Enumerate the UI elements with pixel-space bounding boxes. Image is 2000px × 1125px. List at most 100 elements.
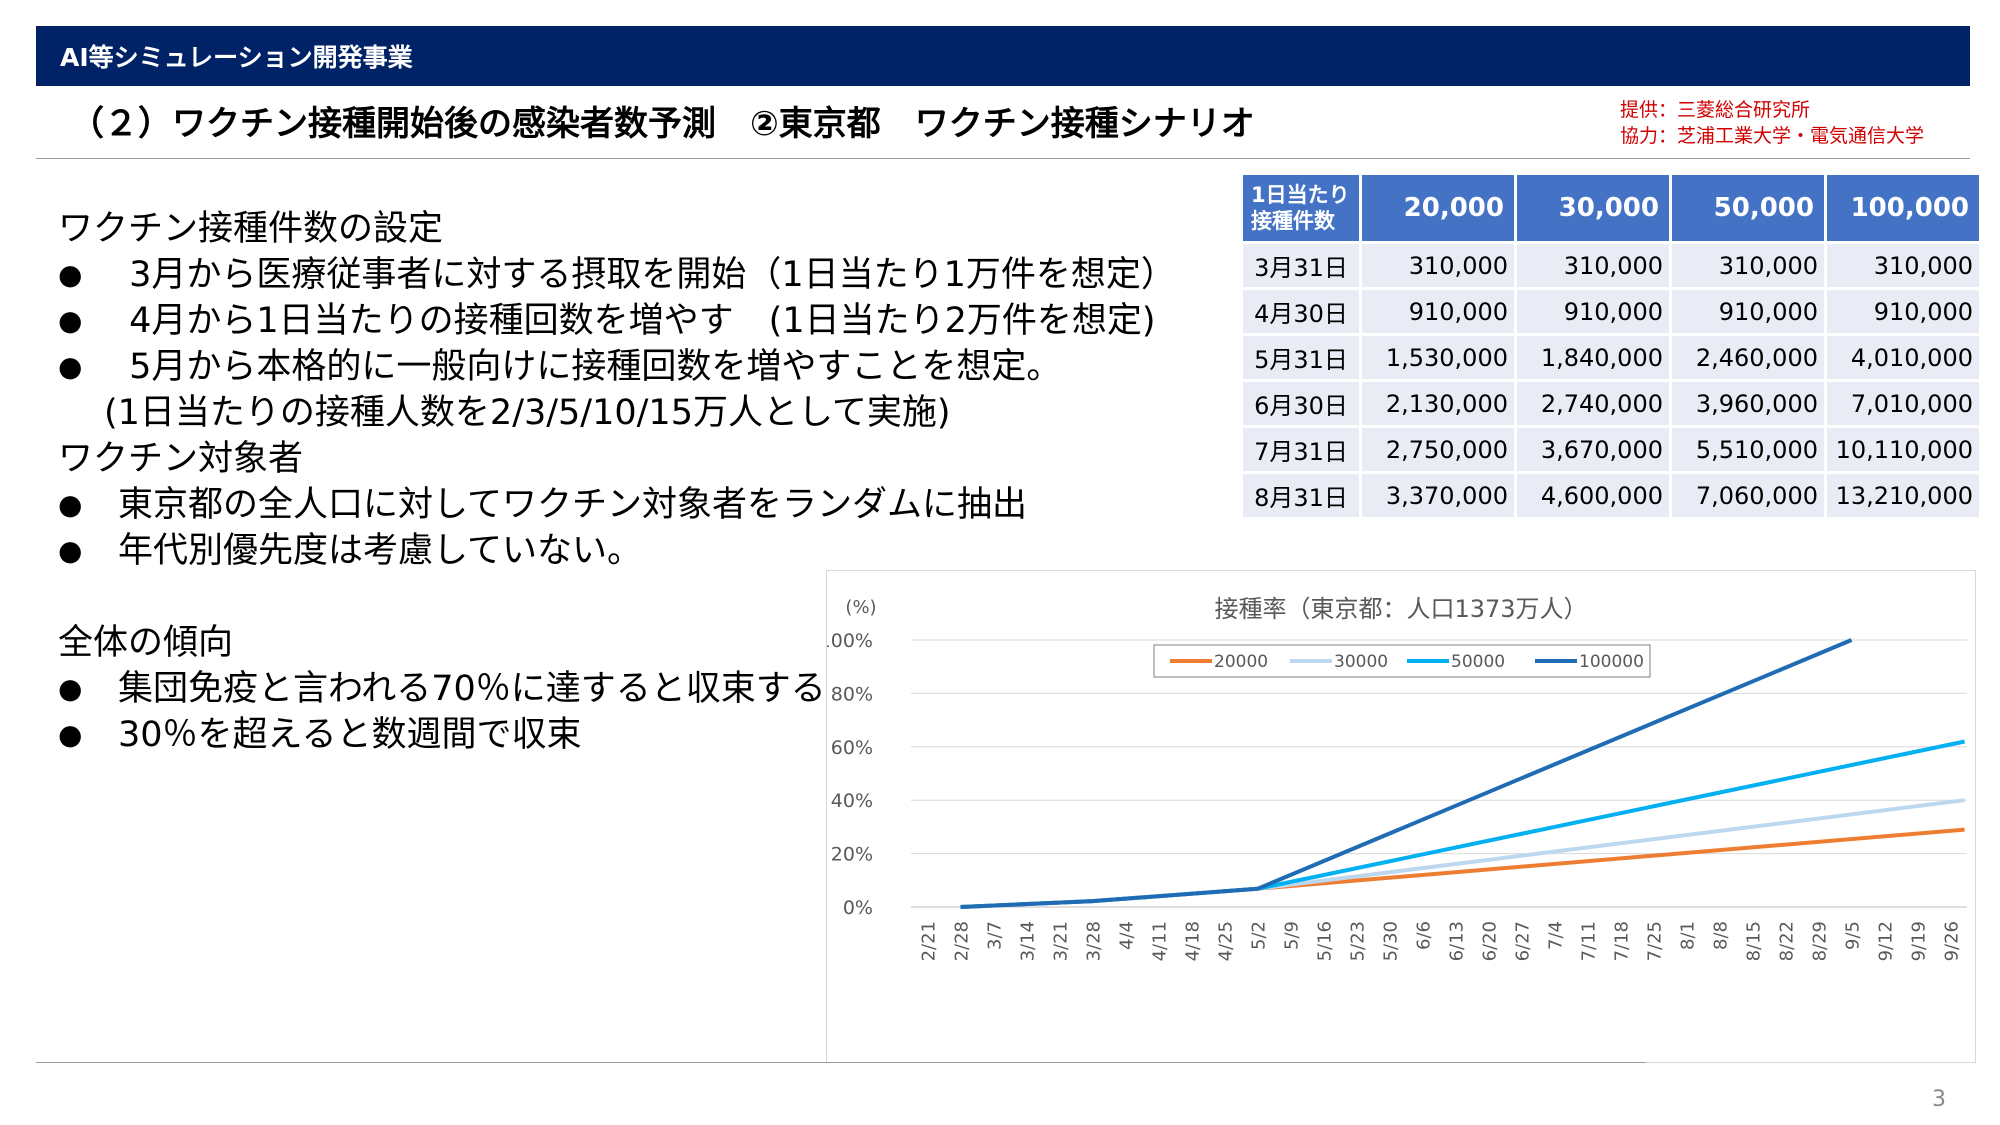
- x-tick-label: 7/11: [1579, 921, 1600, 961]
- column-header: 30,000: [1517, 175, 1669, 241]
- value-cell: 10,110,000: [1827, 428, 1979, 471]
- y-tick-label: 60%: [831, 737, 873, 759]
- legend-label: 30000: [1334, 652, 1388, 672]
- corner-line-2: 接種件数: [1251, 209, 1335, 233]
- bullet-icon: ●: [58, 488, 83, 521]
- legend-label: 100000: [1579, 652, 1644, 672]
- row-date-cell: 8月31日: [1243, 474, 1359, 517]
- table-row: 8月31日 3,370,000 4,600,000 7,060,000 13,210,0…: [1243, 474, 1979, 517]
- series-line-20000: [960, 827, 1965, 909]
- column-header: 20,000: [1362, 175, 1514, 241]
- chart-title: 接種率（東京都：人口1373万人）: [1214, 595, 1587, 623]
- y-tick-label: 0%: [843, 897, 873, 919]
- bullet-icon: ●: [58, 718, 83, 751]
- bullet-icon: ●: [58, 672, 83, 705]
- x-tick-label: 3/28: [1084, 921, 1105, 961]
- table-row: 4月30日 910,000 910,000 910,000 910,000: [1243, 290, 1979, 333]
- x-tick-label: 5/2: [1249, 921, 1270, 950]
- value-cell: 910,000: [1517, 290, 1669, 333]
- row-date-cell: 6月30日: [1243, 382, 1359, 425]
- series-line-100000: [960, 638, 1853, 909]
- x-tick-label: 4/25: [1216, 921, 1237, 961]
- y-tick-label: 40%: [831, 790, 873, 812]
- value-cell: 3,670,000: [1517, 428, 1669, 471]
- value-cell: 5,510,000: [1672, 428, 1824, 471]
- x-tick-label: 4/4: [1117, 921, 1138, 950]
- page-number: 3: [1932, 1087, 1946, 1112]
- text-line-content: 集団免疫と言われる70％に達すると収束する。: [118, 669, 861, 709]
- x-tick-label: 4/18: [1183, 921, 1204, 961]
- x-tick-label: 7/25: [1645, 921, 1666, 961]
- legend-label: 20000: [1214, 652, 1268, 672]
- table-header-row: 1日当たり 接種件数 20,000 30,000 50,000 100,000: [1243, 175, 1979, 241]
- x-tick-label: 8/8: [1711, 921, 1732, 950]
- value-cell: 1,530,000: [1362, 336, 1514, 379]
- value-cell: 4,010,000: [1827, 336, 1979, 379]
- x-tick-label: 8/22: [1777, 921, 1798, 961]
- x-tick-label: 6/20: [1480, 921, 1501, 961]
- value-cell: 310,000: [1827, 244, 1979, 287]
- text-line-content: 全体の傾向: [58, 623, 234, 663]
- text-line-content: 3月から医療従事者に対する摂取を開始（1日当たり1万件を想定）: [118, 255, 1176, 295]
- table-corner-header: 1日当たり 接種件数: [1243, 175, 1359, 241]
- value-cell: 3,370,000: [1362, 474, 1514, 517]
- x-tick-label: 6/13: [1447, 921, 1468, 961]
- column-header: 50,000: [1672, 175, 1824, 241]
- vaccination-rate-chart: 接種率（東京都：人口1373万人） (%) 0% 20% 40% 60% 80% 100%…: [819, 570, 1976, 1063]
- table-row: 7月31日 2,750,000 3,670,000 5,510,000 10,110,0…: [1243, 428, 1979, 471]
- chart-svg: 接種率（東京都：人口1373万人） (%) 0% 20% 40% 60% 80% 100%…: [819, 595, 1967, 961]
- x-tick-label: 5/23: [1348, 921, 1369, 961]
- x-tick-label: 8/29: [1810, 921, 1831, 961]
- corner-line-1: 1日当たり: [1251, 183, 1350, 207]
- table-row: 5月31日 1,530,000 1,840,000 2,460,000 4,010,00…: [1243, 336, 1979, 379]
- y-tick-label: 80%: [831, 683, 873, 705]
- credit-cooperation: 協力：芝浦工業大学・電気通信大学: [1620, 125, 1925, 147]
- row-date-cell: 4月30日: [1243, 290, 1359, 333]
- x-tick-label: 3/21: [1051, 921, 1072, 961]
- value-cell: 910,000: [1672, 290, 1824, 333]
- x-tick-label: 8/1: [1678, 921, 1699, 950]
- text-line-content: 東京都の全人口に対してワクチン対象者をランダムに抽出: [118, 485, 1027, 525]
- credit-provider: 提供：三菱総合研究所: [1620, 99, 1811, 121]
- x-tick-label: 8/15: [1744, 921, 1765, 961]
- value-cell: 910,000: [1827, 290, 1979, 333]
- x-tick-label: 9/26: [1942, 921, 1963, 961]
- footer-divider: [36, 1062, 1646, 1063]
- legend-label: 50000: [1451, 652, 1505, 672]
- value-cell: 2,130,000: [1362, 382, 1514, 425]
- y-axis-unit-label: (%): [845, 597, 876, 618]
- bullet-icon: ●: [58, 304, 83, 337]
- x-tick-label: 4/11: [1150, 921, 1171, 961]
- text-line-content: 年代別優先度は考慮していない。: [118, 531, 642, 571]
- x-tick-label: 9/12: [1876, 921, 1897, 961]
- value-cell: 2,460,000: [1672, 336, 1824, 379]
- value-cell: 2,740,000: [1517, 382, 1669, 425]
- x-tick-label: 7/18: [1612, 921, 1633, 961]
- text-line-content: 5月から本格的に一般向けに接種回数を増やすことを想定。: [118, 347, 1062, 387]
- text-line-content: ワクチン接種件数の設定: [58, 209, 444, 249]
- section-banner: AI等シミュレーション開発事業: [36, 26, 1970, 86]
- x-tick-label: 7/4: [1546, 921, 1567, 950]
- y-tick-label: 100%: [827, 630, 873, 652]
- vaccination-table: 1日当たり 接種件数 20,000 30,000 50,000 100,000 …: [1240, 172, 1982, 520]
- slide-title: （２）ワクチン接種開始後の感染者数予測 ②東京都 ワクチン接種シナリオ: [70, 104, 1255, 144]
- value-cell: 2,750,000: [1362, 428, 1514, 471]
- row-date-cell: 7月31日: [1243, 428, 1359, 471]
- bullet-icon: ●: [58, 350, 83, 383]
- banner-text: AI等シミュレーション開発事業: [60, 43, 413, 72]
- text-line-content: 4月から1日当たりの接種回数を増やす (1日当たり2万件を想定): [118, 301, 1156, 341]
- series-line-50000: [960, 739, 1966, 909]
- text-line-content: ワクチン対象者: [58, 439, 304, 479]
- value-cell: 3,960,000: [1672, 382, 1824, 425]
- value-cell: 310,000: [1672, 244, 1824, 287]
- credits: 提供：三菱総合研究所 協力：芝浦工業大学・電気通信大学: [1620, 97, 1924, 149]
- row-date-cell: 3月31日: [1243, 244, 1359, 287]
- table-row: 3月31日 310,000 310,000 310,000 310,000: [1243, 244, 1979, 287]
- value-cell: 1,840,000: [1517, 336, 1669, 379]
- x-tick-label: 6/27: [1513, 921, 1534, 961]
- value-cell: 310,000: [1362, 244, 1514, 287]
- text-line-content: (1日当たりの接種人数を2/3/5/10/15万人として実施): [104, 393, 951, 433]
- x-tick-label: 9/19: [1909, 921, 1930, 961]
- x-tick-label: 5/16: [1315, 921, 1336, 961]
- x-tick-label: 9/5: [1843, 921, 1864, 950]
